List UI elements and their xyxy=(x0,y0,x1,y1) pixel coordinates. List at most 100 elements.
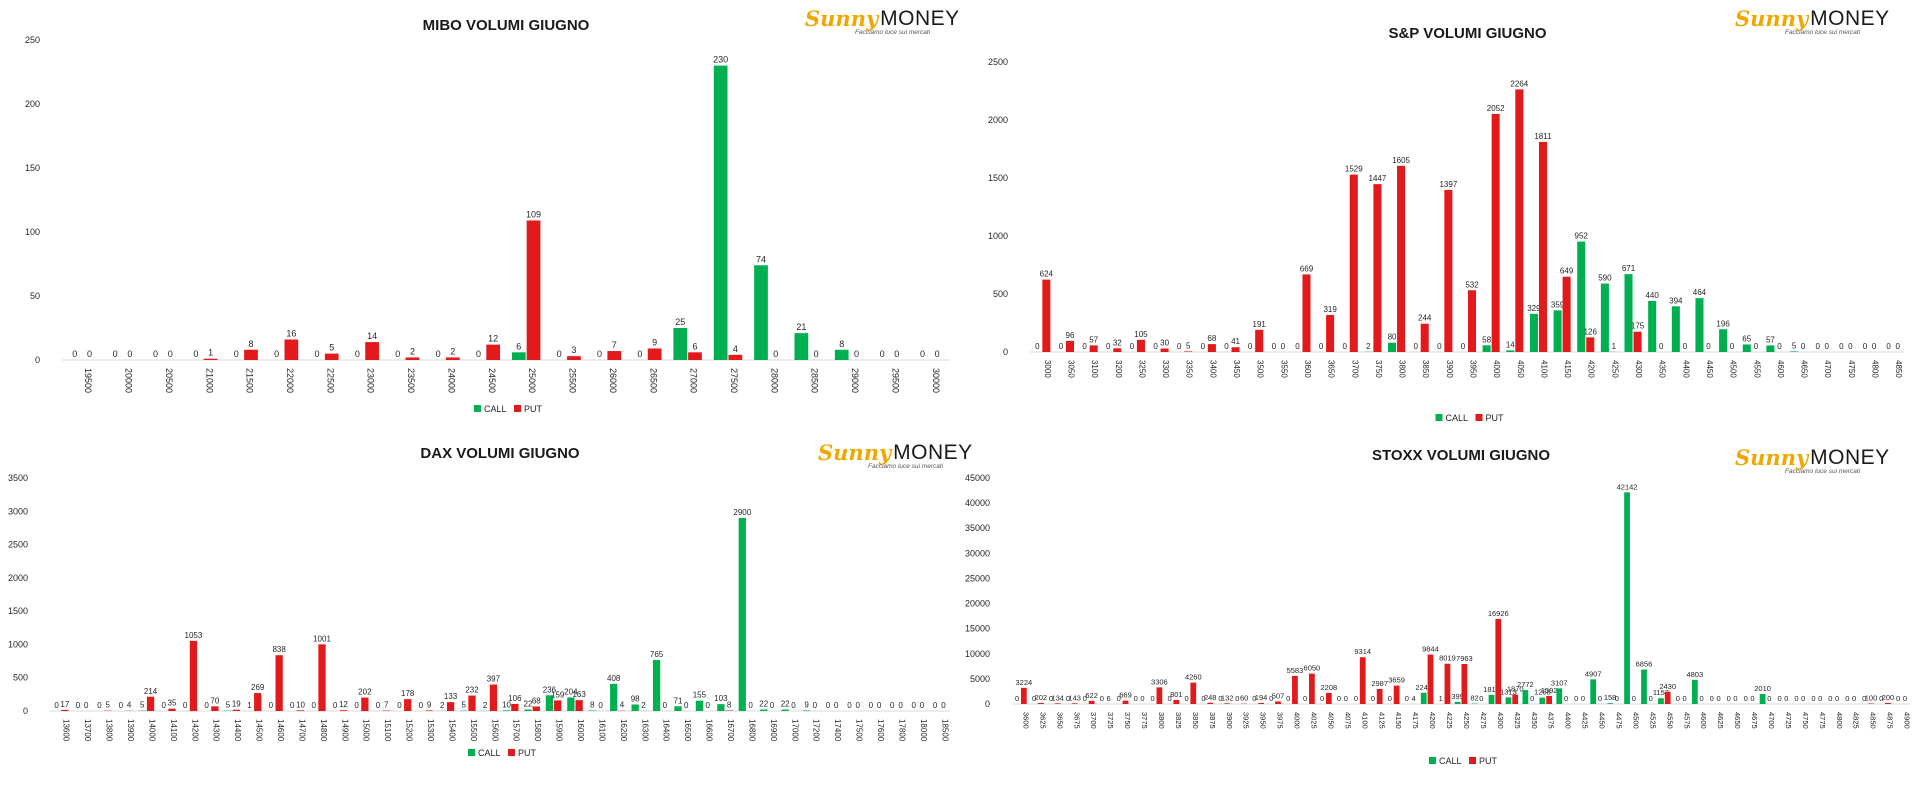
x-tick-label: 25500 xyxy=(568,368,578,393)
x-tick-label: 16300 xyxy=(640,719,649,742)
data-label: 21 xyxy=(796,322,806,332)
data-label: 9314 xyxy=(1354,647,1371,656)
data-label: 68 xyxy=(1207,334,1216,343)
x-tick-label: 4700 xyxy=(1767,712,1776,729)
data-label: 98 xyxy=(631,694,640,703)
data-label: 2900 xyxy=(733,508,751,517)
data-label: 0 xyxy=(1895,342,1900,351)
x-tick-label: 13700 xyxy=(83,719,92,742)
data-label: 100 xyxy=(1865,693,1878,702)
data-label: 230 xyxy=(713,55,728,65)
x-tick-label: 3925 xyxy=(1242,712,1251,729)
logo-sunny-text: Sunny xyxy=(798,6,879,31)
data-label: 5 xyxy=(461,701,466,710)
x-tick-label: 14900 xyxy=(340,719,349,742)
x-tick-label: 23500 xyxy=(406,368,416,393)
data-label: 191 xyxy=(1253,320,1267,329)
data-label: 16 xyxy=(286,329,296,339)
data-label: 0 xyxy=(1295,342,1300,351)
bar-put xyxy=(1255,329,1264,352)
y-tick-label: 150 xyxy=(25,163,40,173)
bar-call xyxy=(545,695,554,711)
bar-put xyxy=(1868,703,1874,704)
bar-put xyxy=(1444,189,1453,352)
data-label: 202 xyxy=(1035,693,1048,702)
data-label: 669 xyxy=(1300,264,1314,273)
data-label: 9 xyxy=(652,337,657,347)
bar-put xyxy=(1302,274,1311,352)
data-label: 0 xyxy=(1801,694,1805,703)
bar-call xyxy=(673,328,688,360)
bar-put xyxy=(1586,337,1595,352)
bar-put xyxy=(647,348,662,360)
bar-put xyxy=(1275,701,1281,704)
bar-call xyxy=(713,65,728,360)
data-label: 7 xyxy=(384,701,389,710)
data-label: 0 xyxy=(847,701,852,710)
data-label: 0 xyxy=(941,701,946,710)
y-tick-label: 500 xyxy=(13,673,28,683)
data-label: 0 xyxy=(1248,342,1253,351)
data-label: 178 xyxy=(401,689,415,698)
data-label: 0 xyxy=(880,349,885,359)
data-label: 0 xyxy=(1896,694,1900,703)
sunny-money-logo: Sunny MONEY Facciamo luce sui mercati xyxy=(1728,447,1890,475)
data-label: 0 xyxy=(1727,694,1731,703)
data-label: 0 xyxy=(791,701,796,710)
data-label: 0 xyxy=(877,701,882,710)
bar-put xyxy=(1885,702,1891,704)
data-label: 7 xyxy=(612,340,617,350)
data-label: 71 xyxy=(674,696,683,705)
x-tick-label: 17800 xyxy=(897,719,906,742)
data-label: 0 xyxy=(193,349,198,359)
legend-label-put: PUT xyxy=(1486,413,1505,423)
data-label: 2 xyxy=(641,701,646,710)
bar-call xyxy=(511,352,526,360)
data-label: 440 xyxy=(1645,291,1659,300)
data-label: 0 xyxy=(920,349,925,359)
data-label: 0 xyxy=(76,701,81,710)
data-label: 2052 xyxy=(1487,104,1505,113)
data-label: 6 xyxy=(516,341,521,351)
data-label: 0 xyxy=(1683,342,1688,351)
x-tick-label: 15100 xyxy=(383,719,392,742)
data-label: 0 xyxy=(311,701,316,710)
data-label: 0 xyxy=(204,701,209,710)
bar-put xyxy=(404,699,412,711)
data-label: 0 xyxy=(1100,694,1104,703)
data-label: 0 xyxy=(1710,694,1714,703)
bar-call xyxy=(1600,283,1609,352)
bar-call xyxy=(502,710,511,711)
data-label: 269 xyxy=(251,683,265,692)
bar-put xyxy=(526,220,541,360)
x-tick-label: 4725 xyxy=(1784,712,1793,729)
bar-put xyxy=(296,710,305,711)
data-label: 0 xyxy=(87,349,92,359)
data-label: 1397 xyxy=(1439,180,1457,189)
data-label: 0 xyxy=(1683,694,1687,703)
data-label: 0 xyxy=(1184,694,1188,703)
x-tick-label: 4325 xyxy=(1513,712,1522,729)
logo-sunny-text: Sunny xyxy=(811,440,892,465)
x-tick-label: 26500 xyxy=(648,368,658,393)
data-label: 5 xyxy=(140,701,145,710)
logo-money-text: MONEY xyxy=(1810,7,1890,30)
data-label: 0 xyxy=(597,349,602,359)
x-tick-label: 4500 xyxy=(1631,712,1640,729)
data-label: 0 xyxy=(355,349,360,359)
x-tick-label: 3625 xyxy=(1038,712,1047,729)
legend-label-call: CALL xyxy=(478,748,501,758)
x-tick-label: 4300 xyxy=(1496,712,1505,729)
data-label: 0 xyxy=(290,701,295,710)
logo-tagline: Facciamo luce sui mercati xyxy=(1785,468,1861,475)
bar-put xyxy=(607,351,622,360)
x-tick-label: 3000 xyxy=(1043,360,1052,378)
bar-call xyxy=(781,709,789,711)
data-label: 0 xyxy=(1903,694,1907,703)
bar-call xyxy=(1522,690,1529,704)
x-tick-label: 21000 xyxy=(204,368,214,393)
x-tick-label: 3750 xyxy=(1374,360,1383,378)
data-label: 0 xyxy=(935,349,940,359)
data-label: 0 xyxy=(814,349,819,359)
data-label: 7963 xyxy=(1456,654,1473,663)
